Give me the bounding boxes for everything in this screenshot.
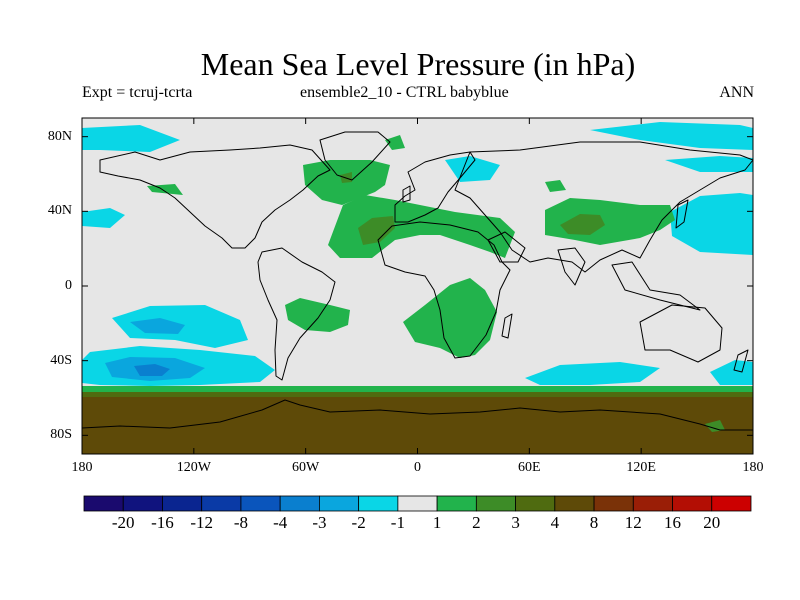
ensemble-label: ensemble2_10 - CTRL babyblue	[300, 84, 509, 101]
colorbar-swatch	[201, 495, 242, 512]
colorbar-label: -12	[190, 513, 214, 532]
lat-label: 40S	[50, 352, 72, 368]
cyan-region-nw-atlantic	[82, 208, 125, 228]
colorbar-swatch	[475, 495, 516, 512]
cyan-region-arctic	[590, 122, 753, 150]
colorbar-swatch	[83, 495, 124, 512]
green-region-south-atlantic	[285, 298, 350, 332]
colorbar-label: -8	[233, 513, 249, 532]
lat-label: 80N	[47, 128, 72, 144]
colorbar-label: -16	[151, 513, 174, 532]
cyan-region-siberia	[665, 156, 753, 172]
darkgreen-region-iberia	[358, 216, 395, 245]
coastline-madagascar	[501, 313, 513, 339]
colorbar-swatch	[122, 495, 163, 512]
lat-label: 0	[65, 278, 72, 293]
colorbar-label: 3	[511, 513, 520, 532]
colorbar-swatch	[554, 495, 595, 512]
cyan-region-scandinavia	[445, 156, 500, 182]
green-region-southern-africa	[403, 278, 497, 358]
colorbar-label: 20	[703, 513, 721, 532]
coastline-australia	[639, 304, 723, 363]
colorbar-label: 1	[432, 513, 442, 532]
green-region-central-asia	[545, 180, 566, 192]
coastline-south-america	[257, 247, 336, 381]
colorbar-label: -3	[312, 513, 327, 532]
darkgreen-region-central-asia	[560, 214, 605, 235]
coastline-japan	[675, 199, 689, 229]
coastline-southeast-asia	[611, 261, 701, 311]
coastline-north-america	[99, 144, 331, 249]
coastline-arabia	[487, 231, 526, 263]
green-patch-ross	[705, 420, 725, 432]
colorbar-label: -4	[273, 513, 288, 532]
map-title: Mean Sea Level Pressure (in hPa)	[200, 46, 636, 82]
coastline-britain	[402, 185, 411, 203]
experiment-label: Expt = tcruj-tcrta	[82, 84, 193, 101]
coastline-africa	[377, 221, 511, 359]
colorbar-label: -20	[111, 513, 135, 532]
colorbar-label: 16	[664, 513, 682, 532]
lon-label: 180	[742, 460, 764, 475]
colorbar-label: -2	[351, 513, 366, 532]
lat-label: 80S	[50, 427, 72, 443]
lon-label: 120E	[626, 460, 656, 475]
colorbar	[83, 495, 752, 512]
coastline-asia	[454, 141, 753, 273]
colorbar-label: 2	[472, 513, 481, 532]
lon-label: 0	[414, 460, 421, 475]
band-brown-antarctica	[82, 397, 753, 454]
lon-label: 60W	[292, 460, 320, 475]
cyan-region-southern-pacific-east	[710, 360, 753, 385]
colorbar-swatch	[593, 495, 634, 512]
colorbar-swatch	[515, 495, 556, 512]
blue-region-south-pacific	[130, 318, 185, 334]
cyan-region-nw-pacific	[670, 193, 753, 255]
colorbar-swatch	[397, 495, 438, 512]
lon-label: 120W	[176, 460, 211, 475]
colorbar-label: 4	[550, 513, 560, 532]
colorbar-swatch	[240, 495, 281, 512]
green-region-greenland	[385, 135, 405, 150]
cyan-region-southern-indian	[525, 362, 660, 385]
band-green-southern-ocean	[82, 386, 753, 392]
colorbar-label: 12	[624, 513, 642, 532]
season-label: ANN	[719, 84, 754, 101]
colorbar-swatch	[711, 495, 752, 512]
colorbar-swatch	[358, 495, 399, 512]
coastline-india	[557, 247, 586, 286]
lat-label: 40N	[47, 203, 72, 219]
lon-label: 180	[71, 460, 93, 475]
colorbar-swatch	[319, 495, 360, 512]
lon-label: 60E	[518, 460, 541, 475]
coastline-new-zealand	[733, 349, 749, 373]
colorbar-swatch	[162, 495, 203, 512]
coastline-greenland	[319, 131, 391, 181]
colorbar-swatch	[672, 495, 713, 512]
colorbar-swatch	[632, 495, 673, 512]
deep-blue-region-southern-ocean	[134, 364, 170, 376]
colorbar-label: -1	[390, 513, 405, 532]
colorbar-swatch	[279, 495, 320, 512]
cyan-region-north-pacific	[82, 125, 180, 152]
coastline-antarctica	[82, 399, 753, 431]
band-olive-southern-ocean	[82, 392, 753, 397]
colorbar-swatch	[436, 495, 477, 512]
axis-ticks	[81, 118, 754, 454]
colorbar-label: 8	[589, 513, 599, 532]
